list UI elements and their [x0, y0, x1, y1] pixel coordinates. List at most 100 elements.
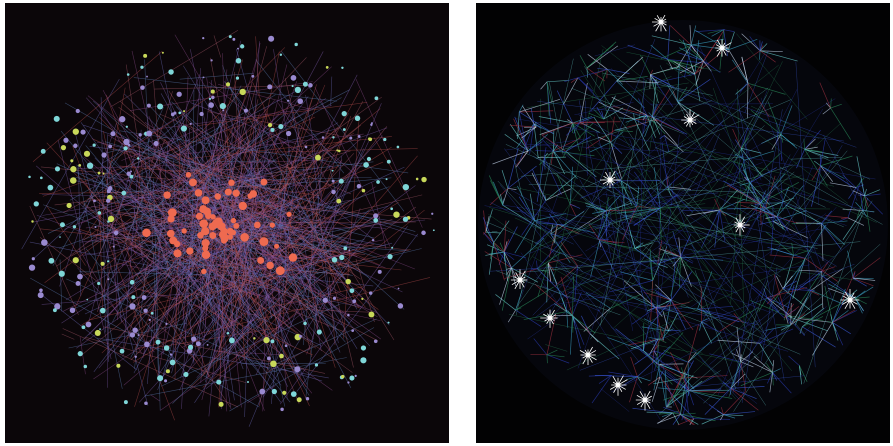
node — [208, 102, 214, 108]
core-node — [202, 196, 210, 204]
node — [211, 96, 214, 99]
core-node — [173, 249, 181, 257]
core-node — [209, 232, 216, 239]
node — [263, 337, 269, 343]
node — [322, 136, 324, 138]
core-node — [214, 193, 221, 200]
node — [168, 69, 173, 74]
node — [84, 365, 88, 369]
node — [347, 314, 350, 317]
node — [373, 218, 378, 223]
node — [294, 366, 300, 372]
node — [183, 110, 185, 112]
node — [157, 375, 163, 381]
node — [59, 236, 61, 238]
node — [332, 257, 338, 263]
node — [351, 329, 354, 332]
core-node — [186, 172, 192, 178]
node — [191, 336, 196, 341]
core-node — [240, 233, 249, 242]
node — [285, 344, 288, 347]
node — [431, 213, 433, 215]
node — [368, 137, 372, 141]
node — [259, 389, 265, 395]
node — [54, 116, 60, 122]
node — [332, 136, 334, 138]
core-node — [197, 232, 204, 239]
core-node — [233, 190, 240, 197]
node — [282, 391, 286, 395]
node — [107, 278, 109, 280]
node — [138, 133, 141, 136]
node — [95, 330, 101, 336]
core-node — [276, 266, 285, 275]
node — [76, 109, 80, 113]
node — [107, 260, 109, 262]
node — [100, 308, 106, 314]
node — [63, 138, 68, 143]
core-node — [186, 247, 193, 254]
node — [61, 145, 66, 150]
node — [40, 177, 43, 180]
node — [326, 66, 329, 69]
node — [333, 297, 336, 300]
node — [240, 44, 244, 48]
node — [183, 372, 188, 377]
node — [216, 380, 221, 385]
node — [370, 123, 372, 125]
node — [227, 332, 229, 334]
node — [272, 389, 277, 394]
node — [70, 177, 77, 184]
node — [210, 59, 212, 61]
core-node — [254, 222, 261, 229]
node — [87, 163, 93, 169]
hub — [720, 46, 725, 51]
node — [171, 113, 175, 117]
node — [140, 85, 144, 89]
node — [287, 100, 289, 102]
node — [331, 190, 335, 194]
node — [373, 213, 378, 218]
node — [106, 199, 110, 203]
core-node — [259, 237, 268, 246]
node — [113, 246, 115, 248]
node — [386, 178, 388, 180]
node — [154, 141, 159, 146]
node — [270, 128, 274, 132]
node — [236, 77, 239, 80]
node — [140, 66, 143, 69]
node — [220, 103, 226, 109]
node — [101, 152, 106, 157]
node — [267, 84, 272, 89]
core-node — [228, 234, 233, 239]
node — [170, 360, 176, 366]
core-node — [266, 262, 273, 269]
node — [303, 82, 308, 87]
node — [387, 160, 391, 164]
node — [130, 171, 132, 173]
node — [177, 92, 182, 97]
node — [278, 124, 283, 129]
node — [78, 351, 83, 356]
node — [308, 83, 313, 88]
node — [236, 58, 242, 64]
node — [132, 327, 137, 332]
node — [355, 116, 360, 121]
node — [268, 123, 272, 127]
core-node — [167, 230, 175, 238]
node — [343, 128, 346, 131]
node — [73, 225, 76, 228]
node — [247, 381, 249, 383]
node — [28, 176, 31, 179]
node — [101, 262, 105, 266]
node — [372, 239, 374, 241]
core-node — [274, 244, 279, 249]
node — [55, 166, 60, 171]
node — [232, 38, 235, 41]
hub — [616, 383, 621, 388]
node — [157, 103, 163, 109]
node — [369, 291, 372, 294]
core-node — [181, 228, 186, 233]
node — [332, 180, 335, 183]
node — [299, 335, 302, 338]
